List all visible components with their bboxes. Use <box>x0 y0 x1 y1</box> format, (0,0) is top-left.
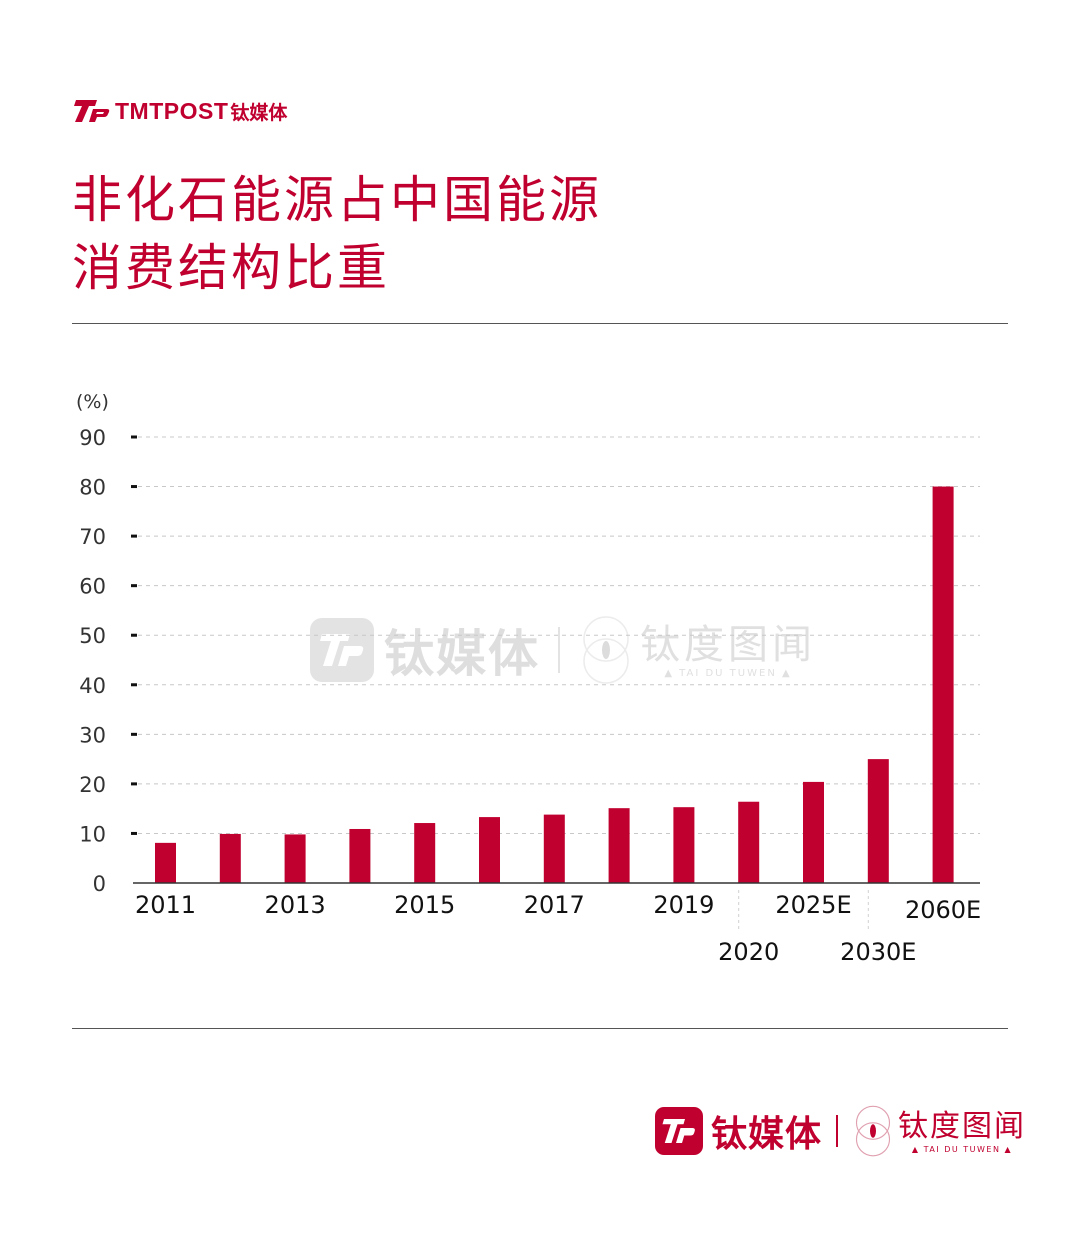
y-axis-label: (%) <box>76 391 109 413</box>
bar-2019 <box>673 807 695 883</box>
y-tick-label: 10 <box>79 822 106 846</box>
y-tick-mark <box>131 831 137 835</box>
bar-2025E <box>803 781 824 883</box>
y-tick-mark <box>131 732 137 736</box>
chart-title-line-2: 消费结构比重 <box>72 239 390 297</box>
y-tick-label: 0 <box>93 872 106 896</box>
bottom-divider <box>72 1028 1008 1029</box>
x-tick-label: 2060E <box>905 896 981 924</box>
footer-partner-cn: 钛度图闻 <box>898 1108 1027 1144</box>
y-tick-mark <box>131 782 137 786</box>
y-tick-label: 40 <box>79 674 106 698</box>
footer-logo-icon <box>655 1107 703 1155</box>
y-tick-mark <box>131 485 137 489</box>
watermark-partner: 钛度图闻 ▲ TAI DU TUWEN ▲ <box>640 622 816 679</box>
footer-separator <box>836 1115 839 1147</box>
x-tick-label: 2011 <box>135 891 196 919</box>
y-tick-label: 80 <box>79 476 106 500</box>
chart-title: 非化石能源占中国能源 消费结构比重 <box>72 166 602 302</box>
y-axis-ticks: 0 10 20 30 40 50 60 70 80 90 <box>79 426 137 896</box>
tmtpost-logo-icon <box>74 100 110 122</box>
footer-cn-name: 钛媒体 <box>711 1114 823 1155</box>
y-tick-mark <box>131 534 137 538</box>
x-tick-label: 2019 <box>653 891 714 919</box>
y-tick-label: 50 <box>79 624 106 648</box>
gridlines <box>138 436 980 834</box>
x-tick-label: 2015 <box>394 891 455 919</box>
y-tick-mark <box>131 683 137 687</box>
footer-partner-en: ▲ TAI DU TUWEN ▲ <box>911 1144 1013 1154</box>
y-tick-mark <box>131 633 137 637</box>
bar-2012 <box>219 833 241 883</box>
watermark-eye-icon <box>583 616 629 684</box>
watermark-logo-icon <box>310 618 374 682</box>
x-tick-label: 2025E <box>775 891 851 919</box>
bar-2014 <box>349 828 371 883</box>
y-tick-label: 20 <box>79 773 106 797</box>
bar-2013 <box>284 834 306 883</box>
y-tick-mark <box>131 584 137 588</box>
brand-cn-name: 钛媒体 <box>230 101 288 124</box>
watermark-partner-en: ▲ TAI DU TUWEN ▲ <box>664 667 792 679</box>
y-tick-label: 30 <box>79 723 106 747</box>
x-tick-label: 2030E <box>840 938 916 966</box>
bar-2060E <box>932 486 954 883</box>
top-divider <box>72 323 1008 324</box>
watermark-separator <box>558 627 560 673</box>
x-tick-label: 2013 <box>265 891 326 919</box>
bar-2015 <box>414 823 436 883</box>
footer-brand: 钛媒体 钛度图闻 ▲ TAI DU TUWEN ▲ <box>655 1104 1026 1158</box>
footer-partner: 钛度图闻 ▲ TAI DU TUWEN ▲ <box>898 1109 1026 1154</box>
footer-eye-icon <box>855 1105 891 1157</box>
brand-header: TMTPOST 钛媒体 <box>73 96 287 126</box>
watermark: 钛媒体 钛度图闻 ▲ TAI DU TUWEN ▲ <box>310 614 816 686</box>
chart-title-line-1: 非化石能源占中国能源 <box>72 171 602 229</box>
bar-2018 <box>608 808 630 883</box>
bar-2011 <box>155 842 176 883</box>
bar-2016 <box>479 817 500 883</box>
x-tick-label: 2017 <box>524 891 585 919</box>
bars <box>155 486 954 883</box>
watermark-partner-cn: 钛度图闻 <box>640 621 816 668</box>
bar-2017 <box>543 814 565 883</box>
watermark-cn-name: 钛媒体 <box>384 625 540 683</box>
bar-2030E <box>867 759 889 883</box>
y-tick-label: 90 <box>79 426 106 450</box>
x-tick-label: 2020 <box>718 938 779 966</box>
y-tick-mark <box>131 435 137 439</box>
bar-2020 <box>738 801 760 883</box>
y-tick-label: 70 <box>79 525 106 549</box>
y-tick-label: 60 <box>79 575 106 599</box>
brand-wordmark: TMTPOST <box>115 97 229 124</box>
